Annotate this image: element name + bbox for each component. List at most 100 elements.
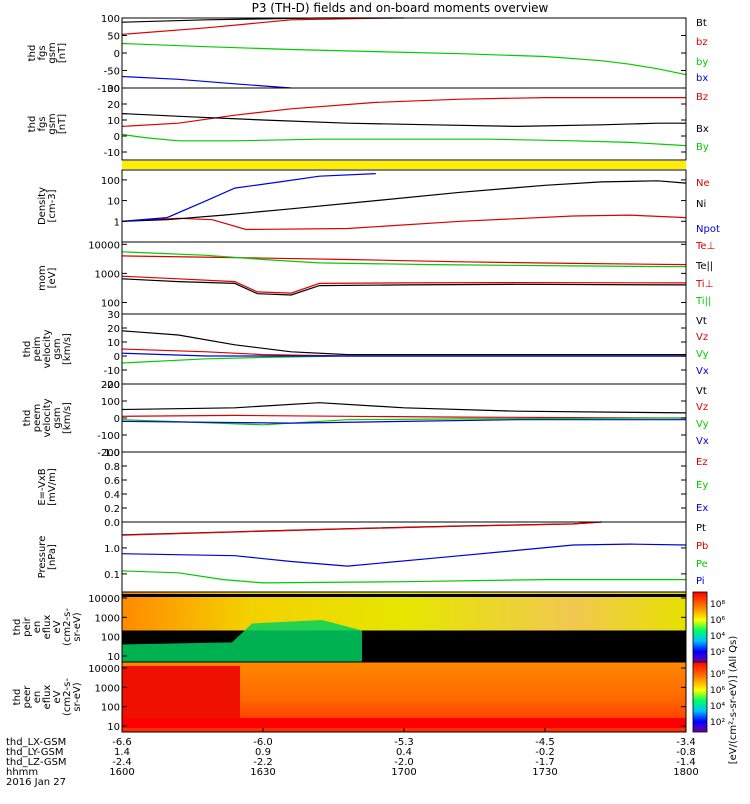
y-axis-label: sr-eV) — [72, 682, 83, 711]
y-tick-label: 1000 — [95, 683, 120, 694]
legend-Ne: Ne — [696, 178, 710, 189]
y-axis-label: eflux — [42, 615, 53, 640]
panel-fgs_gsm_zoom: 30 20 10 0 -10 thd fgs gsm [nT] — [27, 84, 687, 169]
y-axis-label: sr-eV) — [72, 612, 83, 641]
x-tick-lz: -1.4 — [676, 757, 696, 768]
panel-peem_velocity: 200 100 0 -100 -200 thd peem velocity gsm [km/s] — [22, 380, 687, 459]
legend-Ez: Ez — [696, 457, 708, 468]
series-line-By — [121, 133, 687, 147]
legend-Vt: Vt — [696, 316, 707, 327]
y-tick-label: 0.6 — [104, 476, 120, 487]
legend-Pi: Pi — [696, 576, 705, 587]
series-line-by — [121, 42, 687, 76]
y-tick-label: 0 — [114, 49, 120, 60]
panel-temperature: 10000 1000 100 mom [eV] — [37, 240, 687, 315]
colorbar-label: [eV/(cm²-s-sr-eV)] (All Qs) — [728, 636, 739, 765]
y-tick-label: -10 — [104, 148, 120, 159]
y-axis-label: (cm2-s- — [62, 678, 73, 716]
y-axis-label: en — [32, 691, 43, 704]
spectrogram-bottom-band — [122, 718, 686, 728]
y-axis-label: velocity — [42, 329, 53, 368]
y-tick-label: -50 — [104, 67, 120, 78]
panel-frame — [121, 313, 687, 385]
y-axis-label: [nT] — [57, 43, 68, 63]
y-axis-label: Density — [37, 187, 48, 225]
y-axis-label: [nT] — [57, 114, 68, 134]
panel-efield: 1.0 0.8 0.6 0.4 0.2 0.0 E=-VxB [mV/m] — [37, 448, 687, 529]
x-tick-hhmm: 1600 — [109, 767, 134, 778]
panel-frame — [121, 169, 687, 243]
y-axis-label: gsm — [52, 338, 63, 359]
x-tick-hhmm: 1630 — [250, 767, 275, 778]
y-axis-label: [mV/m] — [47, 468, 58, 506]
y-axis-label: eV — [52, 690, 63, 703]
legend-Pe: Pe — [696, 559, 708, 570]
series-line-Vt — [121, 330, 686, 356]
y-axis-label: Pressure — [37, 536, 48, 579]
y-tick-label: 1000 — [95, 613, 120, 624]
series-line-Ne — [121, 214, 687, 231]
legend-Pb: Pb — [696, 541, 708, 552]
legend-Bx: Bx — [696, 124, 709, 135]
legend-Te||: Te|| — [695, 261, 713, 272]
quality-flag-bar — [122, 161, 686, 169]
series-line-Vx — [121, 419, 686, 424]
x-tick-lz: -2.0 — [394, 757, 414, 768]
panel-peim_velocity: 30 20 10 0 -10 -20 thd peim velocity gsm [km/s] — [22, 310, 687, 391]
panel-frame — [121, 241, 687, 315]
y-tick-label: 10000 — [88, 240, 120, 251]
y-tick-label: -100 — [97, 431, 120, 442]
x-axis-date: 2016 Jan 27 — [6, 777, 66, 788]
colorbar-tick: 10⁸ — [710, 600, 725, 610]
y-tick-label: 0 — [114, 414, 120, 425]
x-tick-ly: 1.4 — [114, 747, 130, 758]
chart-title: P3 (TH-D) fields and on-board moments ov… — [252, 1, 549, 15]
x-tick-hhmm: 1730 — [532, 767, 557, 778]
colorbar-1 — [692, 591, 708, 663]
legend-By: By — [696, 142, 709, 153]
series-line-Pi — [121, 543, 687, 567]
x-tick-ly: -0.8 — [676, 747, 696, 758]
colorbar-tick: 10⁸ — [710, 670, 725, 680]
y-axis-label: eV — [52, 620, 63, 633]
series-line-Pb — [121, 521, 602, 536]
y-axis-label: fgs — [37, 45, 48, 60]
y-tick-label: 0.1 — [104, 570, 120, 581]
panel-frame — [121, 451, 687, 523]
y-axis-label: fgs — [37, 116, 48, 131]
y-tick-label: 0.4 — [104, 490, 120, 501]
y-tick-label: 1 — [114, 217, 120, 228]
legend-Ti⊥: Ti⊥ — [695, 279, 713, 290]
legend-Vy: Vy — [696, 419, 709, 430]
y-tick-label: 1.0 — [104, 544, 120, 555]
x-tick-ly: -0.2 — [535, 747, 555, 758]
y-axis-label: velocity — [42, 398, 53, 437]
panel-density: 100 10 1 Density [cm-3] — [37, 169, 687, 243]
x-tick-lx: -5.3 — [394, 737, 414, 748]
legend-Ni: Ni — [696, 199, 706, 210]
legend-Ti||: Ti|| — [695, 296, 711, 307]
y-tick-label: 1000 — [95, 269, 120, 280]
series-line-Te⊥ — [121, 255, 687, 266]
spectrogram-top-band — [122, 594, 686, 597]
y-tick-label: 50 — [107, 32, 120, 43]
y-tick-label: 0.8 — [104, 462, 120, 473]
y-tick-label: 100 — [101, 397, 120, 408]
legend-Te⊥: Te⊥ — [695, 241, 715, 252]
series-line-Vx — [121, 352, 686, 357]
legend-Bz: Bz — [696, 92, 708, 103]
x-tick-lx: -3.4 — [676, 737, 696, 748]
y-tick-label: 30 — [107, 310, 120, 321]
spectrogram-early-hot-region — [122, 666, 240, 718]
x-tick-lx: -6.6 — [112, 737, 132, 748]
series-line-Ni — [121, 180, 687, 222]
y-axis-label: mom — [37, 265, 48, 291]
series-line-Bx — [121, 113, 686, 128]
x-row-label: thd_LZ-GSM — [6, 757, 67, 768]
legend-Npot: Npot — [696, 224, 720, 235]
y-axis-label: thd — [22, 410, 33, 427]
y-axis-label: peem — [32, 404, 43, 432]
y-axis-label: en — [32, 621, 43, 634]
